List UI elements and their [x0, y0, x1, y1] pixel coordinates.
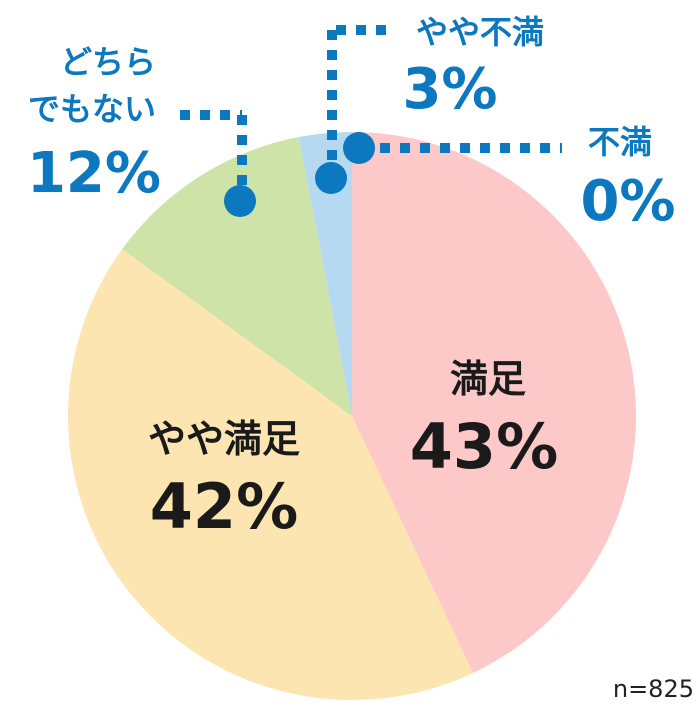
- pie-slices: [68, 132, 636, 700]
- label-dochira-line2: でもない: [28, 90, 156, 128]
- callout-dot-yaya-fuman: [315, 162, 347, 194]
- callout-lines: [180, 25, 562, 217]
- label-manzoku: 満足: [450, 357, 526, 401]
- sample-size-label: n=825: [613, 675, 694, 703]
- label-yaya-fuman: やや不満: [416, 13, 544, 51]
- pie-slice-manzoku: [352, 132, 636, 673]
- value-fuman: 0%: [580, 169, 675, 234]
- label-dochira-line1: どちら: [60, 43, 156, 81]
- callout-dot-fuman: [343, 132, 375, 164]
- value-manzoku: 43%: [410, 410, 558, 483]
- callout-dot-dochira: [224, 185, 256, 217]
- pie-slice-dochira: [122, 137, 353, 416]
- pie-slice-yaya-manzoku: [68, 249, 473, 700]
- value-dochira: 12%: [27, 141, 161, 206]
- value-yaya-fuman: 3%: [402, 57, 497, 122]
- label-fuman: 不満: [588, 123, 652, 161]
- label-yaya-manzoku: やや満足: [148, 417, 300, 461]
- value-yaya-manzoku: 42%: [150, 470, 298, 543]
- pie-slice-yaya-fuman: [298, 132, 352, 416]
